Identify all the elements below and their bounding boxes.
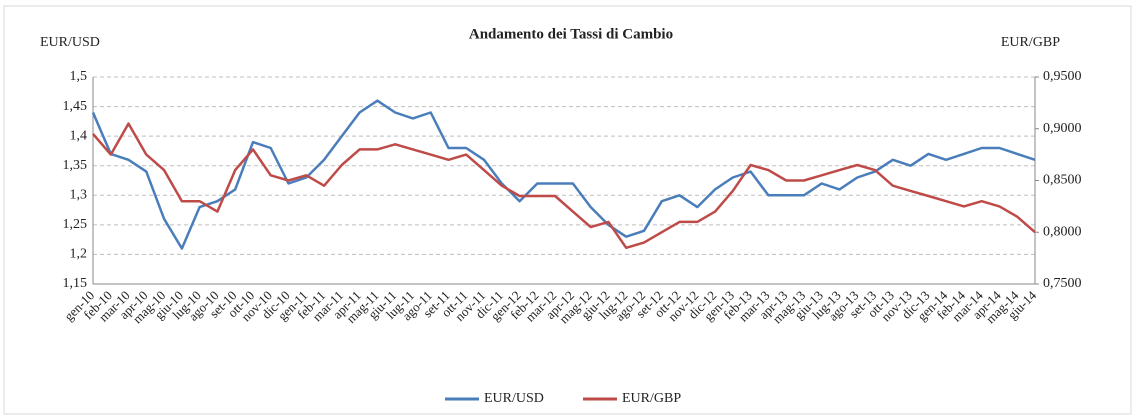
y-axis-label: EUR/USD xyxy=(40,35,100,50)
y-tick-label: 1,5 xyxy=(70,69,88,84)
y2-tick-label: 0,7500 xyxy=(1043,276,1082,291)
y-tick-label: 1,35 xyxy=(63,158,88,173)
y-tick-label: 1,4 xyxy=(70,128,88,143)
y2-tick-label: 0,9500 xyxy=(1043,69,1082,84)
y2-tick-label: 0,8000 xyxy=(1043,224,1082,239)
series-line xyxy=(92,122,1036,250)
y-tick-label: 1,3 xyxy=(70,188,88,203)
y2-tick-label: 0,9000 xyxy=(1043,121,1082,136)
y-tick-label: 1,45 xyxy=(63,99,88,114)
chart-frame xyxy=(3,5,1132,415)
legend-label: EUR/GBP xyxy=(622,391,681,406)
y2-axis-label: EUR/GBP xyxy=(1001,35,1060,50)
series-line xyxy=(91,99,1036,250)
y-tick-label: 1,25 xyxy=(63,217,88,232)
legend-label: EUR/USD xyxy=(484,391,544,406)
y-tick-label: 1,15 xyxy=(63,276,88,291)
chart-title: Andamento dei Tassi di Cambio xyxy=(469,26,673,42)
y-tick-label: 1,2 xyxy=(70,247,88,262)
y2-tick-label: 0,8500 xyxy=(1043,173,1082,188)
